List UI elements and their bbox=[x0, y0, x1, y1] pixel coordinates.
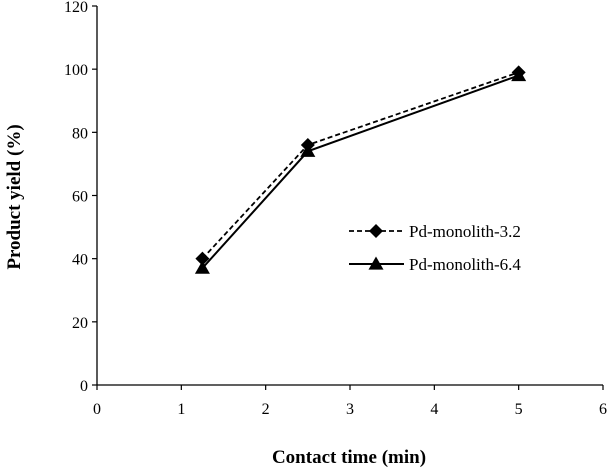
axes bbox=[92, 5, 604, 390]
legend-marker bbox=[369, 224, 383, 238]
y-tick-label: 100 bbox=[64, 62, 88, 79]
x-tick-label: 1 bbox=[177, 401, 185, 418]
x-tick-label: 2 bbox=[262, 401, 270, 418]
x-tick-label: 4 bbox=[430, 401, 438, 418]
series-1 bbox=[195, 65, 526, 266]
legend-label: Pd-monolith-6.4 bbox=[409, 255, 521, 274]
y-tick-label: 120 bbox=[64, 0, 88, 16]
legend-label: Pd-monolith-3.2 bbox=[409, 222, 521, 241]
y-tick-label: 0 bbox=[80, 378, 88, 395]
x-axis-title: Contact time (min) bbox=[272, 447, 426, 468]
y-tick-label: 80 bbox=[72, 125, 88, 142]
legend-marker bbox=[368, 256, 384, 270]
y-tick-label: 40 bbox=[72, 252, 88, 269]
tick-labels: 0 20 40 60 80 100 120 0 1 2 3 4 5 6 bbox=[64, 0, 607, 418]
data-point bbox=[300, 137, 315, 152]
legend: Pd-monolith-3.2 Pd-monolith-6.4 bbox=[349, 222, 521, 274]
legend-item: Pd-monolith-6.4 bbox=[349, 255, 521, 274]
data-point bbox=[195, 251, 210, 266]
x-tick-label: 0 bbox=[93, 401, 101, 418]
x-tick-label: 5 bbox=[515, 401, 523, 418]
x-tick-label: 6 bbox=[599, 401, 607, 418]
y-axis-title: Product yield (%) bbox=[4, 124, 25, 269]
legend-item: Pd-monolith-3.2 bbox=[349, 222, 521, 241]
x-tick-label: 3 bbox=[346, 401, 354, 418]
y-tick-label: 60 bbox=[72, 189, 88, 206]
series-2 bbox=[194, 67, 527, 274]
data-point bbox=[511, 65, 526, 80]
plot-area bbox=[194, 65, 527, 274]
data-point bbox=[194, 260, 210, 274]
y-tick-label: 20 bbox=[72, 315, 88, 332]
